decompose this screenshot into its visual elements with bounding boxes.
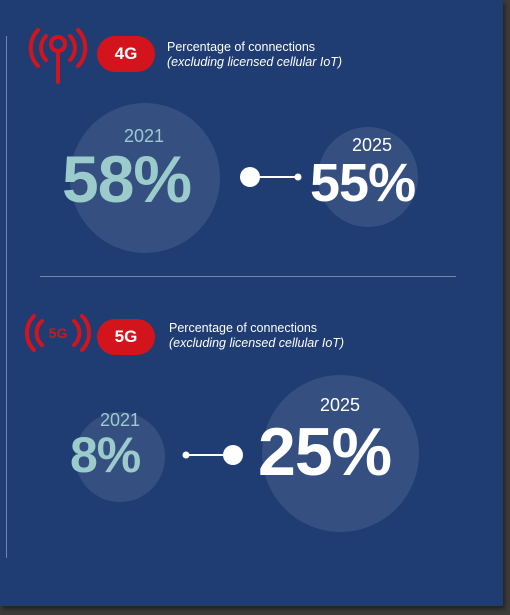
arrow-connector-icon: [240, 167, 302, 187]
4g-badge: 4G: [97, 36, 155, 72]
5g-signal-icon: 5G: [24, 314, 92, 352]
infographic-panel: 4G Percentage of connections (excluding …: [0, 0, 503, 606]
5g-badge: 5G: [97, 319, 155, 355]
4g-end-year: 2025: [351, 135, 393, 155]
4g-title: Percentage of connections: [167, 40, 316, 54]
4g-start-value: 58%: [62, 142, 192, 216]
5g-end-year: 2025: [319, 395, 361, 415]
left-rule: [6, 36, 7, 558]
arrow-connector-icon: [182, 445, 243, 465]
section-divider: [40, 276, 456, 277]
4g-end-value: 55%: [310, 153, 416, 213]
5g-subtitle: (excluding licensed cellular IoT): [169, 336, 345, 350]
4g-subtitle: (excluding licensed cellular IoT): [167, 55, 343, 69]
5g-title: Percentage of connections: [169, 321, 318, 335]
5g-end-value: 25%: [258, 414, 392, 490]
4g-2025-disc: [318, 127, 418, 227]
5g-2021-disc: [75, 412, 165, 502]
5g-icon-label: 5G: [49, 325, 68, 341]
4g-start-year: 2021: [123, 126, 165, 146]
5g-2025-disc: [262, 375, 419, 532]
5g-start-value: 8%: [70, 427, 141, 483]
5g-description: Percentage of connections (excluding lic…: [169, 321, 344, 351]
4g-2021-disc: [70, 103, 220, 253]
4g-description: Percentage of connections (excluding lic…: [167, 40, 342, 70]
antenna-signal-icon: [28, 28, 88, 84]
5g-start-year: 2021: [99, 410, 141, 430]
